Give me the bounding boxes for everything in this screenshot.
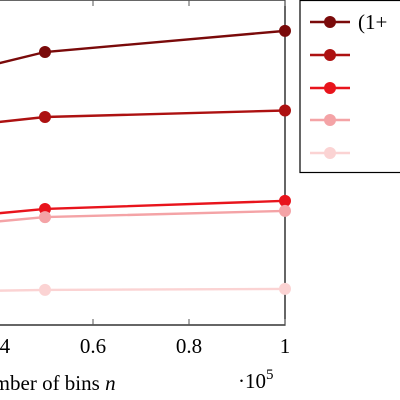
legend-marker <box>324 82 336 94</box>
data-point <box>279 104 291 117</box>
x-multiplier: ·105 <box>238 367 274 393</box>
data-point <box>39 211 51 224</box>
plot-area <box>0 0 291 326</box>
legend-box <box>299 0 400 174</box>
data-point <box>279 204 291 217</box>
plot-frame <box>0 0 286 326</box>
x-tick-label: 0.4 <box>0 334 11 358</box>
x-axis-label-var: n <box>105 371 116 395</box>
legend-marker <box>324 49 336 61</box>
x-tick-label: 0.6 <box>80 334 106 358</box>
data-point <box>39 283 51 296</box>
x-tick-label: 0.8 <box>176 334 202 358</box>
x-multiplier-exponent: 5 <box>266 367 274 383</box>
data-point <box>279 282 291 295</box>
x-multiplier-base: ·10 <box>238 369 266 393</box>
legend-marker <box>324 114 336 126</box>
legend-marker <box>324 147 336 159</box>
x-tick-label: 1 <box>280 334 291 358</box>
data-point <box>279 24 291 37</box>
legend-label: (1+ <box>358 10 387 34</box>
x-axis-label: Number of bins n <box>0 371 116 395</box>
legend-marker <box>324 16 336 28</box>
data-point <box>279 194 291 207</box>
x-axis-label-text: Number of bins <box>0 371 100 395</box>
data-point <box>39 111 51 123</box>
data-point <box>39 46 51 58</box>
